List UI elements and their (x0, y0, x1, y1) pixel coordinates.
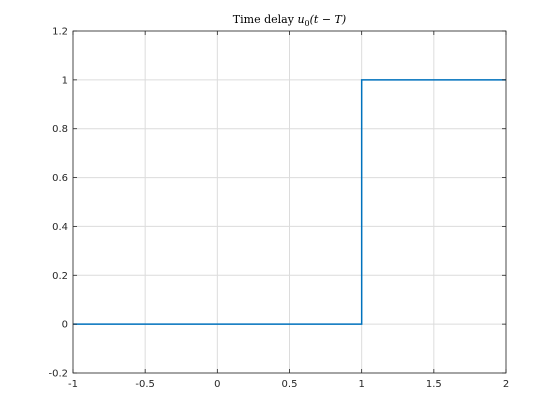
x-tick-label: 1.5 (426, 379, 442, 390)
series-line-step (73, 79, 506, 325)
x-tick-label: -0.5 (135, 379, 155, 390)
x-tick-label: 2 (503, 379, 509, 390)
y-tick-label: 1 (62, 75, 68, 86)
grid (72, 30, 507, 374)
title-subscript: 0 (305, 19, 310, 28)
x-tick-label: -1 (68, 379, 78, 390)
title-func: u (297, 13, 304, 26)
y-tick-label: 0.8 (52, 124, 68, 135)
y-tick-label: -0.2 (48, 369, 68, 380)
y-tick-label: 1.2 (52, 27, 68, 38)
y-tick-label: 0.2 (52, 271, 68, 282)
x-tick-label: 1 (358, 379, 364, 390)
chart-title: Time delay u0(t − T) (233, 13, 346, 28)
title-args: (t − T) (310, 13, 347, 26)
ticks (72, 30, 507, 374)
title-prefix: Time delay (233, 13, 298, 26)
y-tick-label: 0 (62, 320, 68, 331)
series-layer (73, 79, 506, 325)
y-tick-label: 0.6 (52, 173, 68, 184)
y-tick-label: 0.4 (52, 222, 68, 233)
tick-labels: -1 -0.5 0 0.5 1 1.5 2 -0.2 0 0.2 0.4 0.6 0.8 1 1.2 (48, 27, 509, 391)
x-tick-label: 0 (214, 379, 220, 390)
x-tick-label: 0.5 (282, 379, 298, 390)
